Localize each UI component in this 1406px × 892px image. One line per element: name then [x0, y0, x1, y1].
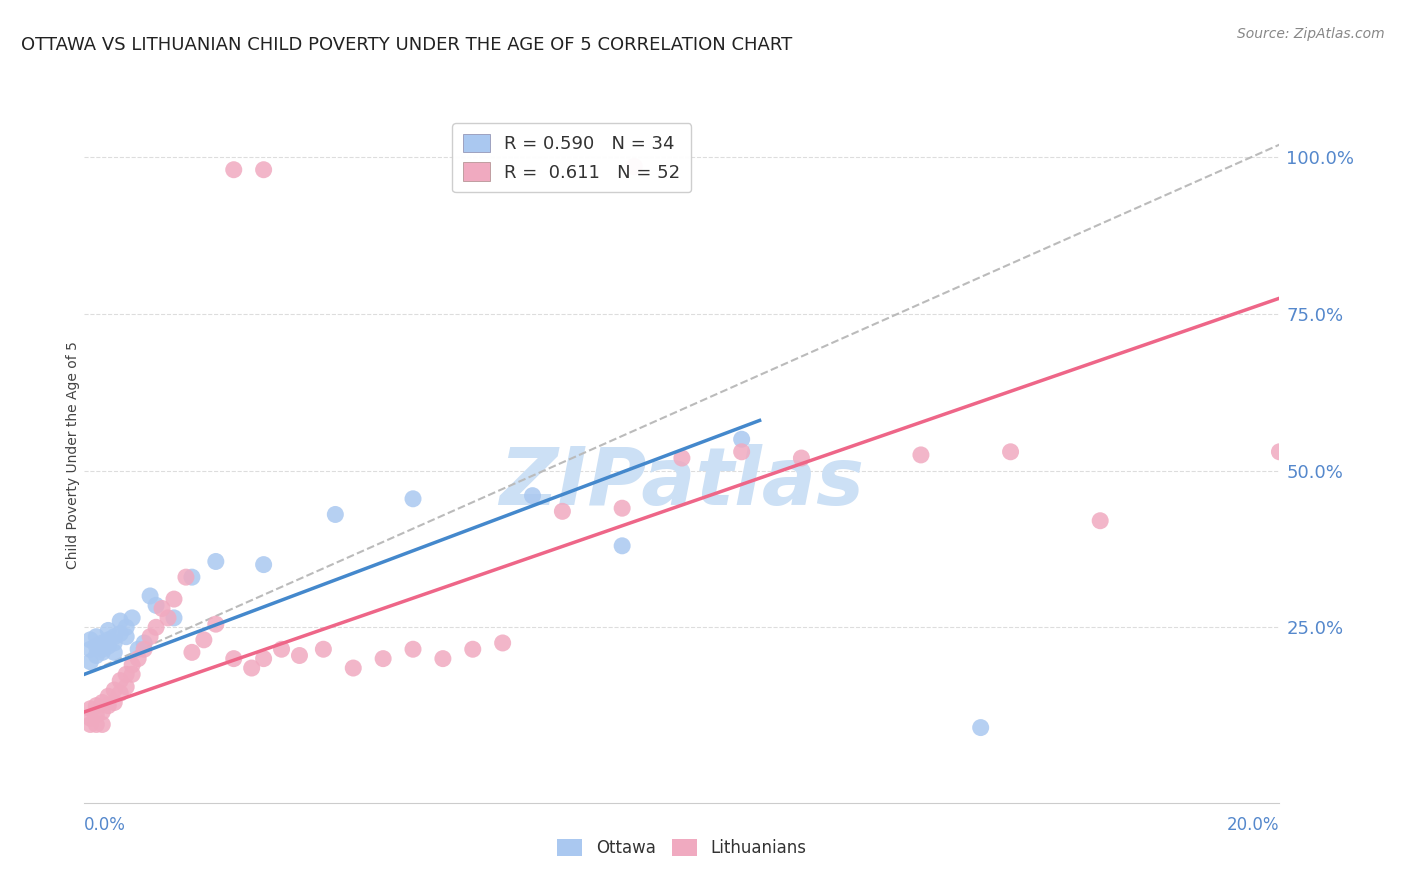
Point	[139, 630, 162, 644]
Point	[97, 632, 120, 647]
Point	[522, 489, 544, 503]
Point	[103, 683, 125, 698]
Point	[461, 642, 484, 657]
Point	[79, 711, 101, 725]
Point	[110, 626, 132, 640]
Point	[163, 611, 186, 625]
Point	[163, 592, 186, 607]
Point	[103, 636, 125, 650]
Legend: Ottawa, Lithuanians: Ottawa, Lithuanians	[551, 832, 813, 864]
Text: 20.0%: 20.0%	[1227, 816, 1279, 834]
Point	[79, 702, 101, 716]
Text: ZIPatlas: ZIPatlas	[499, 443, 865, 522]
Point	[103, 645, 125, 659]
Point	[103, 696, 125, 710]
Point	[205, 617, 228, 632]
Point	[97, 690, 120, 704]
Point	[551, 504, 574, 518]
Point	[103, 630, 125, 644]
Text: Source: ZipAtlas.com: Source: ZipAtlas.com	[1237, 27, 1385, 41]
Point	[121, 657, 143, 672]
Point	[342, 661, 364, 675]
Point	[127, 642, 149, 657]
Point	[1000, 444, 1022, 458]
Point	[145, 599, 167, 613]
Point	[288, 648, 311, 663]
Point	[222, 162, 245, 177]
Point	[115, 620, 138, 634]
Point	[1268, 444, 1291, 458]
Point	[612, 501, 634, 516]
Point	[110, 686, 132, 700]
Point	[91, 696, 114, 710]
Point	[157, 611, 180, 625]
Point	[91, 645, 114, 659]
Point	[253, 558, 276, 572]
Point	[79, 717, 101, 731]
Point	[612, 539, 634, 553]
Point	[181, 570, 204, 584]
Point	[91, 705, 114, 719]
Point	[86, 630, 108, 644]
Point	[402, 491, 425, 506]
Point	[110, 614, 132, 628]
Point	[671, 451, 693, 466]
Point	[325, 508, 347, 522]
Point	[402, 642, 425, 657]
Point	[623, 160, 645, 174]
Point	[193, 632, 215, 647]
Point	[205, 554, 228, 568]
Point	[121, 611, 143, 625]
Point	[432, 651, 454, 665]
Point	[790, 451, 813, 466]
Point	[110, 673, 132, 688]
Y-axis label: Child Poverty Under the Age of 5: Child Poverty Under the Age of 5	[66, 341, 80, 569]
Point	[132, 636, 156, 650]
Point	[91, 717, 114, 731]
Point	[115, 680, 138, 694]
Point	[145, 620, 167, 634]
Point	[253, 651, 276, 665]
Point	[174, 570, 197, 584]
Point	[86, 639, 108, 653]
Point	[86, 717, 108, 731]
Point	[79, 642, 101, 657]
Point	[312, 642, 335, 657]
Point	[86, 648, 108, 663]
Point	[79, 632, 101, 647]
Point	[97, 624, 120, 638]
Point	[132, 642, 156, 657]
Point	[150, 601, 173, 615]
Point	[731, 444, 754, 458]
Point	[253, 162, 276, 177]
Point	[492, 636, 515, 650]
Text: 0.0%: 0.0%	[84, 816, 127, 834]
Point	[1090, 514, 1112, 528]
Point	[91, 642, 114, 657]
Point	[97, 639, 120, 653]
Point	[127, 651, 149, 665]
Point	[121, 667, 143, 681]
Text: OTTAWA VS LITHUANIAN CHILD POVERTY UNDER THE AGE OF 5 CORRELATION CHART: OTTAWA VS LITHUANIAN CHILD POVERTY UNDER…	[21, 36, 793, 54]
Point	[139, 589, 162, 603]
Point	[731, 432, 754, 446]
Point	[373, 651, 395, 665]
Point	[270, 642, 292, 657]
Point	[970, 721, 993, 735]
Point	[910, 448, 932, 462]
Point	[240, 661, 263, 675]
Point	[115, 630, 138, 644]
Point	[115, 667, 138, 681]
Point	[86, 708, 108, 723]
Point	[222, 651, 245, 665]
Point	[181, 645, 204, 659]
Point	[79, 655, 101, 669]
Point	[91, 636, 114, 650]
Point	[97, 698, 120, 713]
Point	[86, 698, 108, 713]
